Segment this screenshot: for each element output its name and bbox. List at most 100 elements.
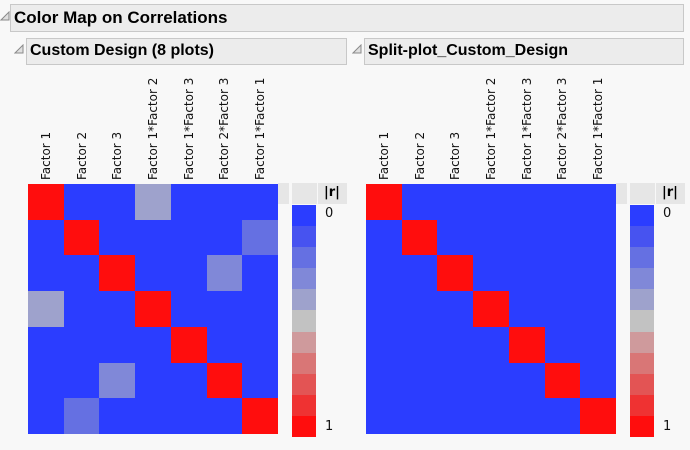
- heatmap-cell: [473, 255, 509, 291]
- heatmap-cell: [64, 398, 99, 434]
- column-label: Factor 1: [376, 131, 391, 180]
- heatmap-cell: [28, 363, 64, 398]
- legend-swatch: [292, 247, 316, 268]
- heatmap-cell: [545, 291, 580, 327]
- legend-swatch: [630, 268, 654, 289]
- heatmap-cell: [545, 363, 580, 398]
- heatmap-cell: [64, 184, 99, 220]
- heatmap-cell: [366, 220, 402, 255]
- legend-swatch: [630, 205, 654, 226]
- legend-swatch: [292, 289, 316, 310]
- heatmap-cell: [509, 291, 545, 327]
- legend-header-cell: [292, 183, 317, 204]
- heatmap-cell: [171, 291, 207, 327]
- heatmap-cell: [64, 220, 99, 255]
- legend-header-cell: [616, 183, 627, 204]
- heatmap-cell: [509, 255, 545, 291]
- heatmap-cell: [207, 327, 242, 363]
- heatmap-cell: [64, 363, 99, 398]
- heatmap-cell: [171, 363, 207, 398]
- legend-swatch: [292, 226, 316, 247]
- heatmap-cell: [99, 327, 135, 363]
- column-label: Factor 2: [74, 131, 89, 180]
- heatmap-cell: [402, 363, 437, 398]
- heatmap-cell: [366, 363, 402, 398]
- heatmap-cell: [509, 220, 545, 255]
- heatmap-cell: [545, 398, 580, 434]
- column-label: Factor 1*Factor 1: [253, 77, 268, 180]
- heatmap-cell: [64, 327, 99, 363]
- heatmap-cell: [135, 363, 171, 398]
- legend-swatch: [630, 310, 654, 332]
- legend-swatch: [630, 332, 654, 353]
- heatmap-cell: [509, 363, 545, 398]
- column-label: Factor 1*Factor 2: [146, 77, 160, 180]
- legend-swatch: [630, 226, 654, 247]
- heatmap-cell: [242, 398, 278, 434]
- heatmap-cell: [99, 184, 135, 220]
- heatmap-cell: [437, 184, 473, 220]
- heatmap-cell: [99, 220, 135, 255]
- heatmap-cell: [509, 184, 545, 220]
- outer-header[interactable]: Color Map on Correlations: [10, 4, 684, 32]
- heatmap-cell: [437, 363, 473, 398]
- heatmap-cell: [545, 220, 580, 255]
- legend-swatch: [292, 353, 316, 374]
- heatmap-cell: [135, 327, 171, 363]
- heatmap-cell: [580, 184, 616, 220]
- legend-header-cell: [656, 183, 685, 204]
- heatmap-cell: [242, 255, 278, 291]
- heatmap-cell: [135, 220, 171, 255]
- heatmap-cell: [135, 291, 171, 327]
- legend-swatch: [292, 374, 316, 395]
- heatmap-cell: [473, 184, 509, 220]
- column-label: Factor 2*Factor 3: [217, 77, 232, 180]
- heatmap-cell: [402, 291, 437, 327]
- heatmap-cell: [545, 327, 580, 363]
- heatmap-cell: [402, 220, 437, 255]
- legend-swatch: [630, 374, 654, 395]
- heatmap-cell: [437, 255, 473, 291]
- column-label: Factor 3: [110, 131, 125, 180]
- heatmap-cell: [99, 398, 135, 434]
- column-label: Factor 1*Factor 3: [181, 77, 196, 180]
- heatmap-cell: [473, 363, 509, 398]
- heatmap-cell: [242, 363, 278, 398]
- heatmap-cell: [207, 255, 242, 291]
- heatmap-cell: [437, 220, 473, 255]
- heatmap-cell: [402, 327, 437, 363]
- legend-swatch: [292, 205, 316, 226]
- heatmap-cell: [402, 184, 437, 220]
- legend-swatch: [292, 332, 316, 353]
- legend-title: |r|: [324, 185, 340, 200]
- legend-max-label: 1: [325, 419, 334, 434]
- heatmap-cell: [580, 291, 616, 327]
- heatmap-cell: [135, 398, 171, 434]
- column-label: Factor 2*Factor 3: [555, 77, 570, 180]
- legend-max-label: 1: [663, 419, 672, 434]
- heatmap-cell: [580, 363, 616, 398]
- column-label: Factor 1*Factor 1: [591, 77, 606, 180]
- heatmap-cell: [28, 220, 64, 255]
- panel-header-custom-design[interactable]: Custom Design (8 plots): [26, 38, 347, 65]
- legend-swatch: [630, 247, 654, 268]
- heatmap-cell: [437, 398, 473, 434]
- panel-header-split-plot[interactable]: Split-plot_Custom_Design: [364, 38, 684, 65]
- legend-title: |r|: [662, 185, 678, 200]
- heatmap-cell: [366, 398, 402, 434]
- legend-swatch: [292, 268, 316, 289]
- heatmap-cell: [545, 255, 580, 291]
- heatmap-cell: [135, 184, 171, 220]
- panel-title: Split-plot_Custom_Design: [368, 42, 569, 59]
- heatmap-cell: [242, 220, 278, 255]
- heatmap-cell: [99, 363, 135, 398]
- heatmap-cell: [28, 184, 64, 220]
- column-label: Factor 3: [448, 131, 463, 180]
- heatmap-cell: [28, 255, 64, 291]
- heatmap-cell: [437, 327, 473, 363]
- heatmap-cell: [207, 291, 242, 327]
- heatmap-cell: [171, 220, 207, 255]
- legend-swatch: [630, 289, 654, 310]
- heatmap-cell: [580, 327, 616, 363]
- heatmap-cell: [366, 327, 402, 363]
